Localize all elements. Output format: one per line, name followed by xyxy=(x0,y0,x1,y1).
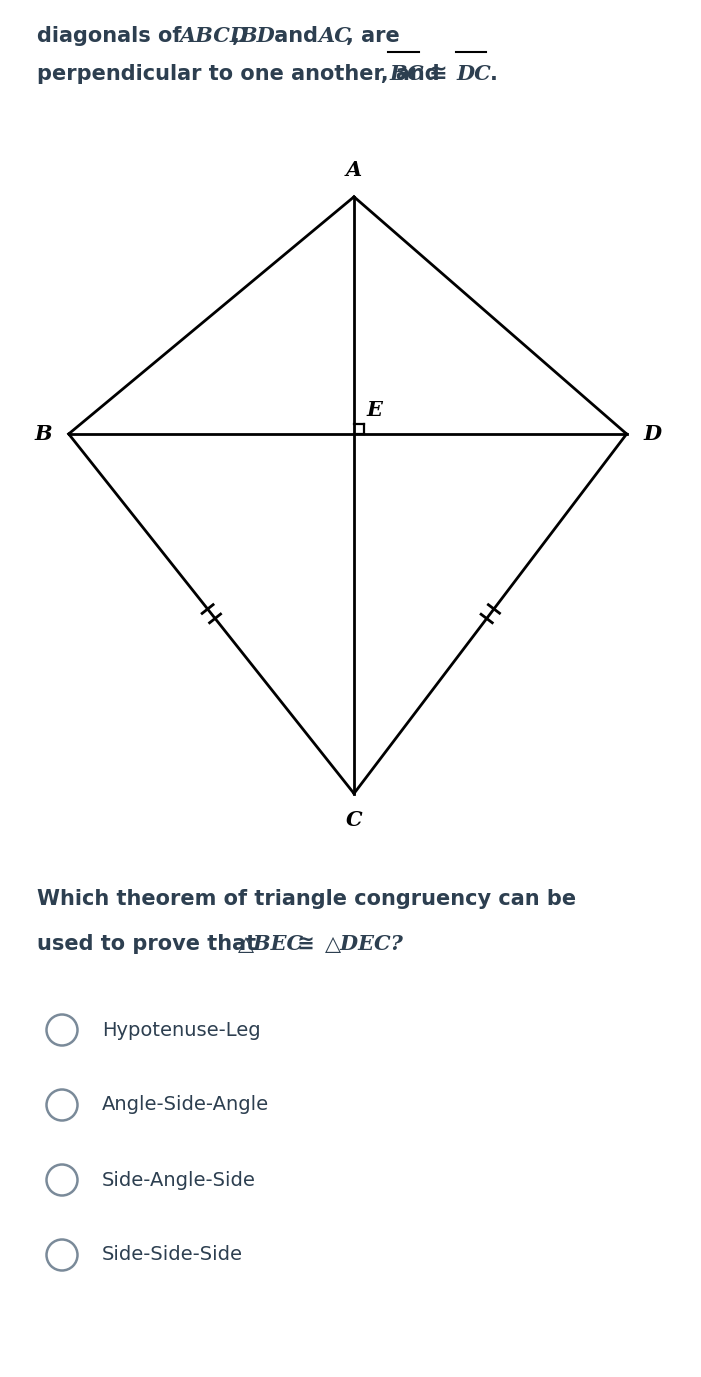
Text: C: C xyxy=(346,811,362,830)
Text: Side-Side-Side: Side-Side-Side xyxy=(102,1246,243,1264)
Text: E: E xyxy=(366,399,382,420)
Text: ,: , xyxy=(232,26,244,45)
Text: D: D xyxy=(644,424,662,443)
Text: Angle-Side-Angle: Angle-Side-Angle xyxy=(102,1096,269,1114)
Text: ≅: ≅ xyxy=(428,63,447,84)
Text: A: A xyxy=(346,160,362,180)
Text: B: B xyxy=(34,424,52,443)
Text: Which theorem of triangle congruency can be: Which theorem of triangle congruency can… xyxy=(37,890,576,909)
Text: △BEC: △BEC xyxy=(238,934,304,954)
Text: △DEC?: △DEC? xyxy=(325,934,404,954)
Text: BD: BD xyxy=(239,26,275,45)
Text: DC: DC xyxy=(456,63,491,84)
Text: diagonals of: diagonals of xyxy=(37,26,189,45)
Text: ≅: ≅ xyxy=(290,934,322,954)
Text: .: . xyxy=(490,63,498,84)
Text: AC: AC xyxy=(319,26,352,45)
Text: perpendicular to one another, and: perpendicular to one another, and xyxy=(37,63,447,84)
Text: and: and xyxy=(267,26,325,45)
Text: used to prove that: used to prove that xyxy=(37,934,264,954)
Text: ABCD: ABCD xyxy=(180,26,249,45)
Text: Hypotenuse-Leg: Hypotenuse-Leg xyxy=(102,1020,261,1040)
Text: BC: BC xyxy=(389,63,423,84)
Text: Side-Angle-Side: Side-Angle-Side xyxy=(102,1170,256,1190)
Text: , are: , are xyxy=(346,26,400,45)
